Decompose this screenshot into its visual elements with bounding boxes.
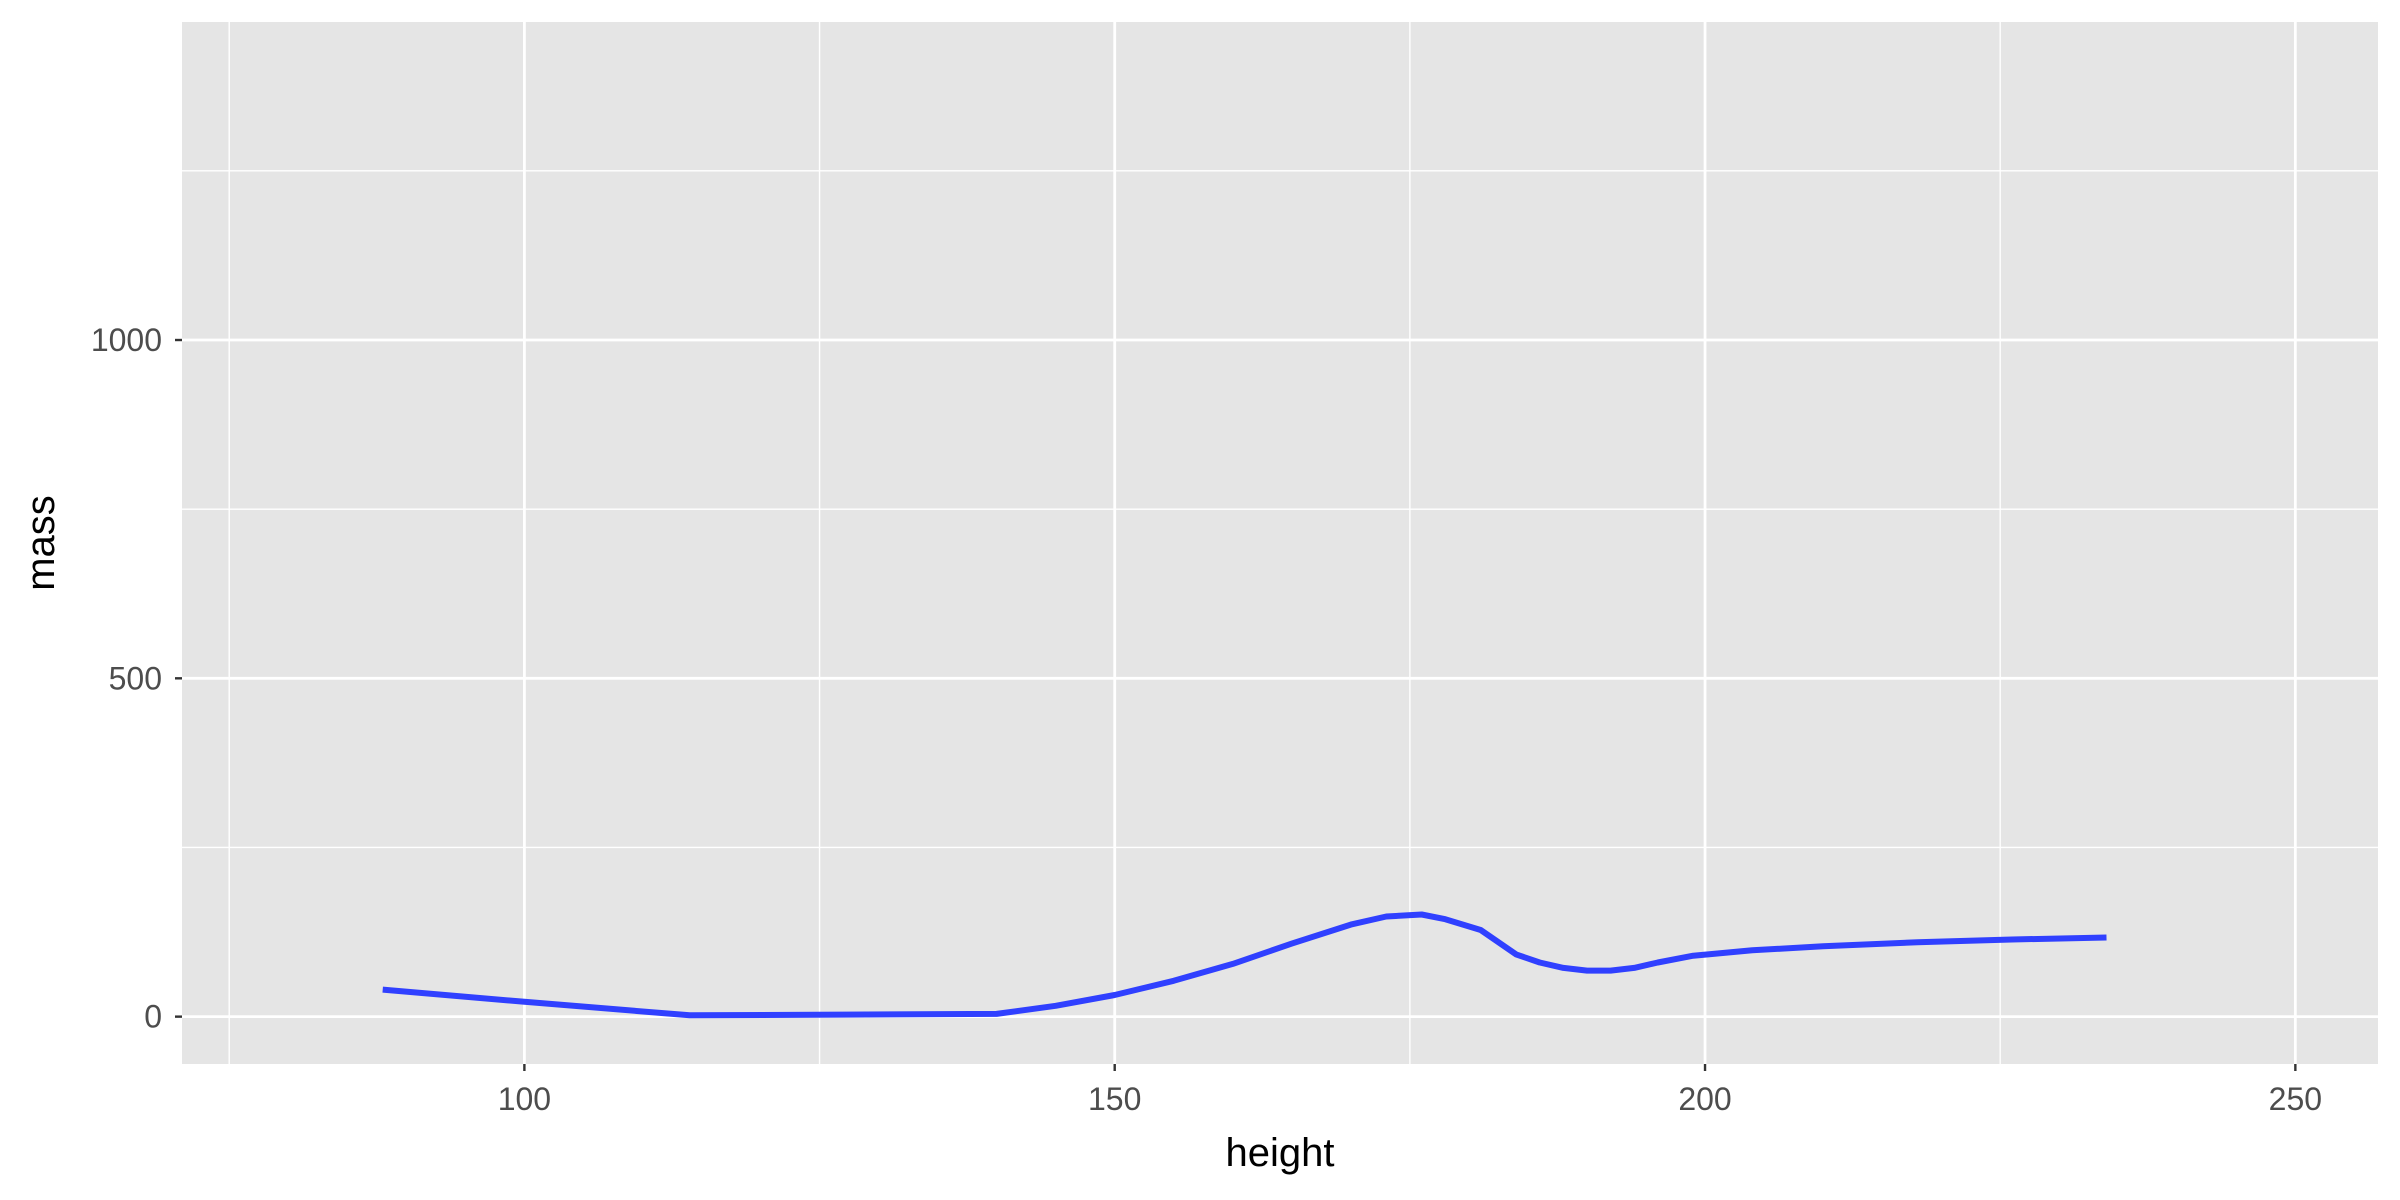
x-tick-label: 250 xyxy=(2269,1081,2322,1117)
plot-panel xyxy=(182,22,2378,1064)
x-tick-label: 200 xyxy=(1678,1081,1731,1117)
x-axis-title: height xyxy=(1226,1131,1335,1175)
x-tick-label: 100 xyxy=(498,1081,551,1117)
major-gridlines xyxy=(182,22,2378,1064)
series-layer xyxy=(382,911,2107,1019)
x-axis: 100 150 200 250 xyxy=(498,1064,2322,1117)
y-tick-label: 500 xyxy=(109,660,162,696)
minor-gridlines xyxy=(182,22,2378,1064)
y-axis-title: mass xyxy=(19,495,63,591)
y-tick-label: 1000 xyxy=(91,322,162,358)
x-tick-label: 150 xyxy=(1088,1081,1141,1117)
series-line xyxy=(382,911,2107,1019)
y-axis: 0 500 1000 xyxy=(91,322,182,1035)
y-tick-label: 0 xyxy=(144,999,162,1035)
